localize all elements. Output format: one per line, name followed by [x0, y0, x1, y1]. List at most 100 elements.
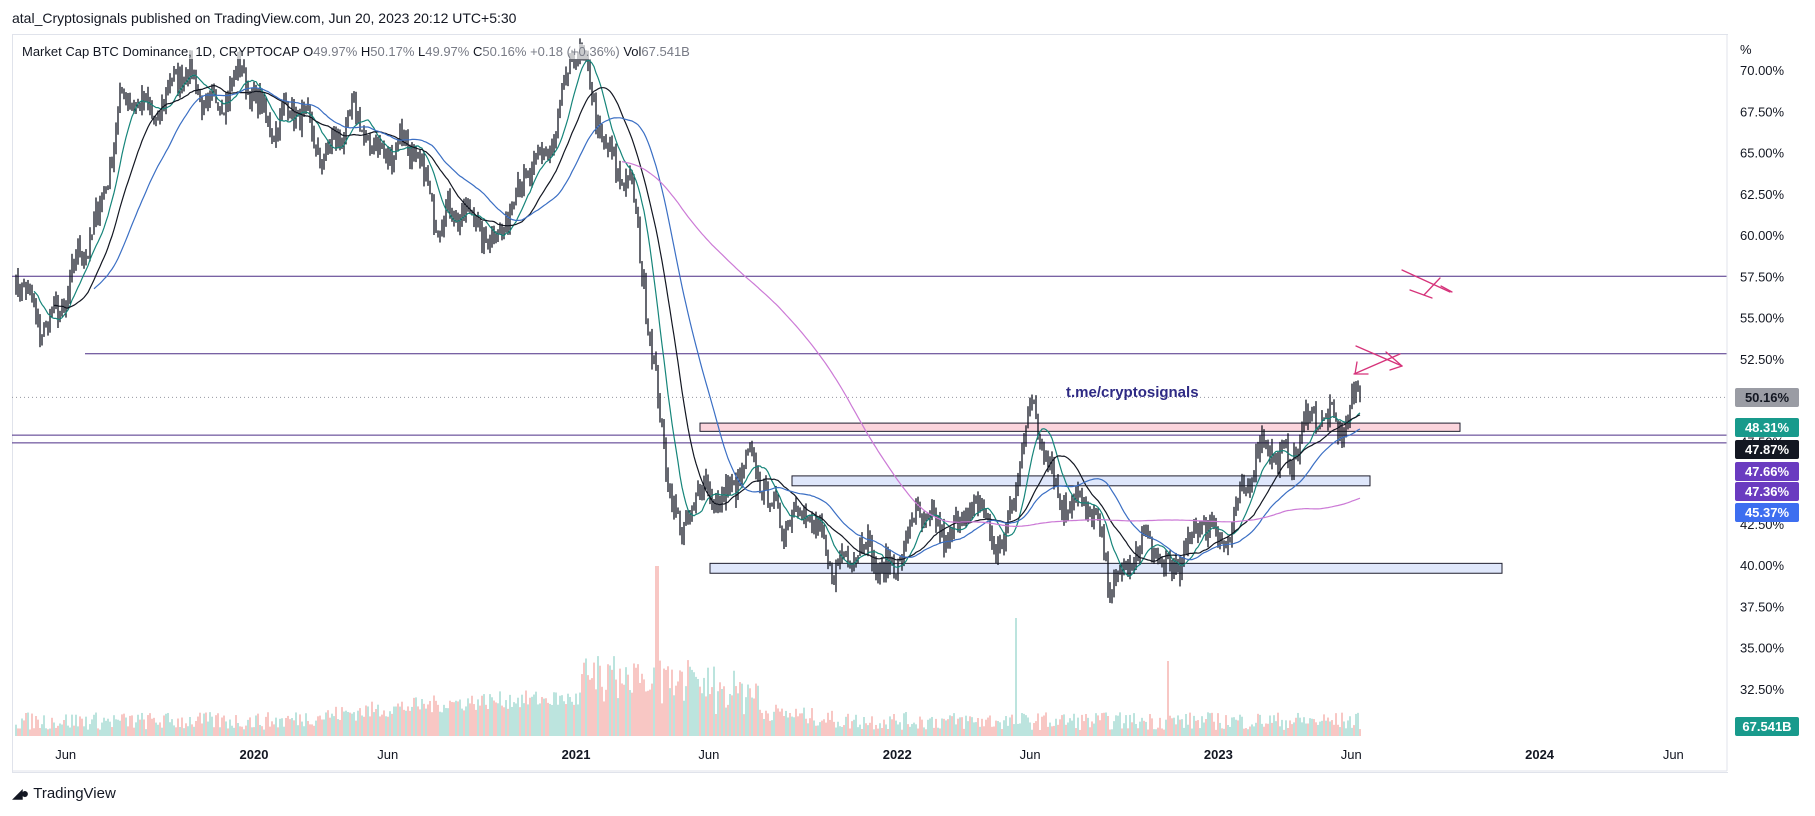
volume-bar [235, 715, 237, 736]
volume-bar [557, 704, 559, 736]
volume-bar [1223, 728, 1225, 736]
volume-bar [931, 716, 933, 736]
blue-zone [709, 562, 1503, 574]
volume-bar [1299, 717, 1301, 736]
volume-bar [49, 728, 51, 736]
volume-bar [1351, 727, 1353, 736]
volume-bar [395, 706, 397, 736]
volume-bar [603, 701, 605, 736]
volume-bar [263, 729, 265, 736]
volume-bar [51, 717, 53, 736]
price-badge-label: 47.87% [1745, 442, 1790, 457]
volume-bar [585, 658, 587, 736]
volume-bar [1113, 721, 1115, 736]
volume-bar [649, 689, 651, 736]
volume-bar [703, 677, 705, 736]
volume-bar [1345, 728, 1347, 736]
volume-bar [1305, 723, 1307, 736]
volume-bar [1231, 717, 1233, 736]
volume-bar [539, 703, 541, 736]
volume-bar [783, 716, 785, 736]
volume-bar [115, 719, 117, 736]
volume-bar [297, 725, 299, 736]
volume-bar [731, 695, 733, 736]
x-tick-label: 2024 [1525, 747, 1555, 762]
volume-bar [825, 722, 827, 736]
volume-bar [629, 690, 631, 736]
volume-bar [99, 729, 101, 736]
volume-bar [563, 701, 565, 736]
volume-bar [683, 700, 685, 736]
volume-bar [89, 724, 91, 736]
volume-bar [1295, 717, 1297, 736]
volume-bar [95, 712, 97, 736]
volume-bar [67, 725, 69, 736]
volume-bar [135, 722, 137, 736]
volume-bar [677, 681, 679, 736]
volume-bar [669, 688, 671, 736]
volume-bar [415, 697, 417, 736]
y-tick-label: 70.00% [1740, 63, 1785, 78]
volume-bar [895, 720, 897, 736]
volume-bar [435, 700, 437, 736]
volume-bar [813, 720, 815, 736]
volume-bar [443, 704, 445, 736]
volume-bar [133, 727, 135, 736]
drawing-arrow-stroke [1355, 345, 1403, 367]
volume-bar [213, 727, 215, 736]
volume-bar [673, 695, 675, 736]
volume-bar [423, 703, 425, 736]
volume-bar [779, 711, 781, 736]
legend-symbol: Market Cap BTC Dominance, 1D, CRYPTOCAP [22, 44, 300, 59]
volume-bar [527, 704, 529, 736]
x-tick-label: Jun [55, 747, 76, 762]
volume-bar [1317, 724, 1319, 736]
volume-bar [643, 679, 645, 736]
volume-bar [1353, 725, 1355, 736]
volume-bar [739, 682, 741, 736]
volume-bar [1215, 729, 1217, 736]
volume-bar [1275, 721, 1277, 736]
legend-change: +0.18 (+0.36%) [530, 44, 620, 59]
volume-bar [1005, 716, 1007, 736]
volume-bar [737, 693, 739, 736]
volume-bar [455, 700, 457, 736]
volume-bar [565, 704, 567, 736]
volume-bar [173, 725, 175, 736]
volume-bar [961, 717, 963, 736]
volume-bar [369, 716, 371, 736]
volume-bar [1065, 724, 1067, 736]
volume-bar [447, 708, 449, 736]
volume-bar [71, 714, 73, 736]
volume-bar [1035, 721, 1037, 736]
moving-averages-layer [33, 59, 1361, 577]
levels-layer [12, 275, 1727, 444]
volume-bar [947, 719, 949, 736]
volume-bar [323, 719, 325, 736]
volume-bar [459, 699, 461, 736]
volume-bar [433, 695, 435, 736]
volume-bar [103, 717, 105, 736]
volume-bar [685, 686, 687, 736]
volume-bar [1201, 716, 1203, 736]
volume-bar [845, 716, 847, 736]
volume-bar [125, 717, 127, 736]
volume-bar [285, 717, 287, 736]
volume-bar [503, 707, 505, 736]
volume-bar [511, 706, 513, 736]
volume-bar [271, 721, 273, 736]
volume-bar [945, 720, 947, 736]
volume-bar [321, 719, 323, 736]
volume-bar [1179, 719, 1181, 736]
volume-bar [117, 719, 119, 736]
volume-bar [1055, 718, 1057, 736]
volume-bar [1049, 722, 1051, 736]
volume-bar [205, 712, 207, 736]
volume-bar [159, 722, 161, 736]
volume-bar [1123, 723, 1125, 736]
volume-bar [177, 718, 179, 736]
volume-bar [965, 715, 967, 736]
volume-bar [83, 726, 85, 736]
volume-bar [971, 717, 973, 736]
volume-bar [763, 718, 765, 736]
